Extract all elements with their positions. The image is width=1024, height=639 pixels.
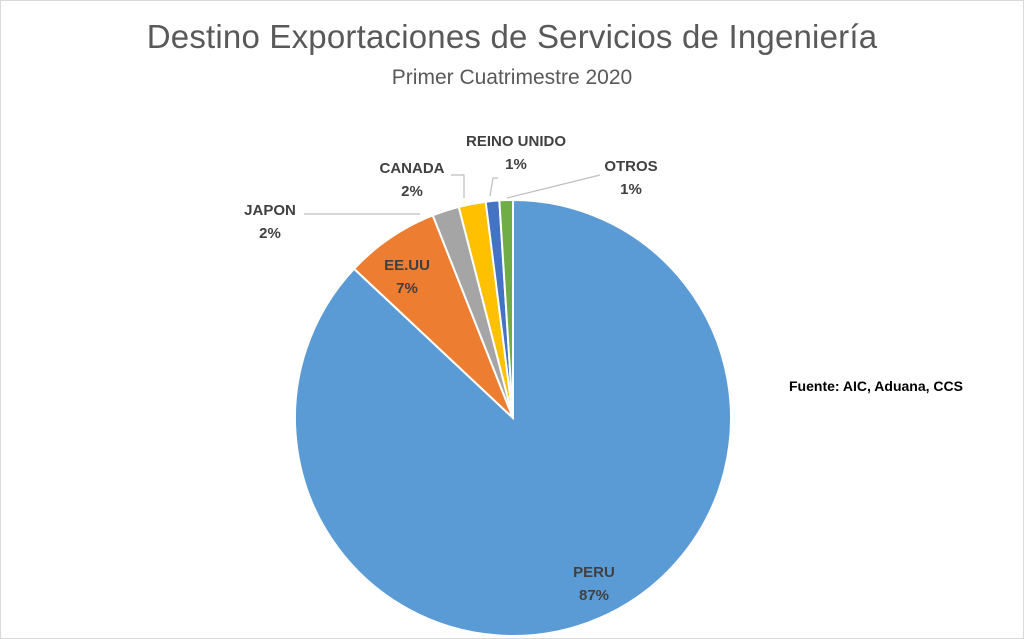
chart-title: Destino Exportaciones de Servicios de In…	[146, 18, 878, 55]
slice-value-japon: 2%	[259, 225, 281, 242]
slice-label-reino-unido: REINO UNIDO	[466, 133, 566, 150]
leader-line-otros	[506, 174, 601, 199]
pie-slices	[294, 198, 732, 637]
slice-value-peru: 87%	[579, 587, 609, 604]
slice-value-canada: 2%	[401, 183, 423, 200]
slice-label-ee-uu: EE.UU	[384, 257, 430, 274]
leader-lines	[304, 174, 601, 215]
slice-value-otros: 1%	[620, 181, 642, 198]
slice-label-peru: PERU	[573, 564, 615, 581]
slice-label-canada: CANADA	[380, 160, 445, 177]
data-labels: PERU 87% EE.UU 7% JAPON 2% CANADA 2% REINO UNIDO…	[244, 133, 658, 604]
leader-line-canada	[451, 174, 465, 198]
chart-subtitle: Primer Cuatrimestre 2020	[391, 66, 633, 89]
slice-value-ee-uu: 7%	[396, 280, 418, 297]
slice-value-reino-unido: 1%	[505, 156, 527, 173]
slice-label-otros: OTROS	[604, 158, 657, 175]
leader-line-reino-unido	[489, 177, 498, 197]
slice-label-japon: JAPON	[244, 202, 296, 219]
pie-slice-otros	[498, 198, 514, 419]
source-note: Fuente: AIC, Aduana, CCS	[789, 378, 963, 394]
